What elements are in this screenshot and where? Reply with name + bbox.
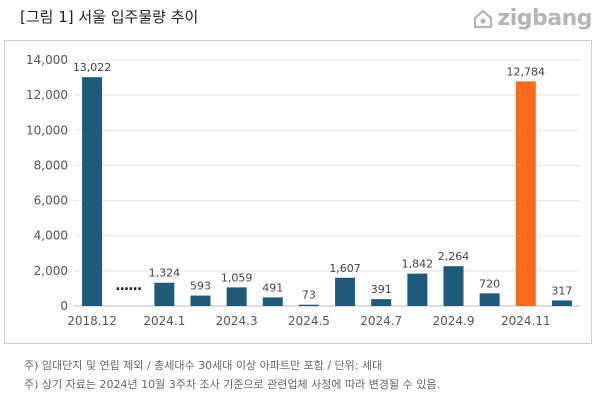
x-tick-label: 2024.9	[433, 314, 475, 328]
footnote-1: 주) 임대단지 및 연립 제외 / 총세대수 30세대 이상 아파트만 포함 /…	[24, 359, 383, 372]
page-title: [그림 1] 서울 입주물량 추이	[20, 8, 199, 26]
x-tick-label: 2024.5	[288, 314, 330, 328]
bar	[298, 304, 319, 306]
data-label: 1,842	[402, 258, 434, 271]
data-label: 593	[190, 280, 211, 293]
data-label: 391	[371, 283, 392, 296]
y-tick-label: 10,000	[26, 123, 68, 137]
data-label: 73	[302, 289, 316, 302]
data-label: 317	[551, 284, 572, 297]
data-label: 13,022	[73, 61, 112, 74]
logo: zigbang	[473, 6, 592, 31]
bar	[226, 287, 247, 306]
bar	[551, 300, 572, 306]
x-tick-label: 2024.3	[216, 314, 258, 328]
bar	[335, 277, 356, 306]
data-label: 1,607	[329, 262, 361, 275]
y-tick-label: 0	[60, 299, 68, 313]
x-tick-label: 2018.12	[67, 314, 117, 328]
bar	[515, 81, 536, 307]
data-label: 720	[479, 277, 500, 290]
bar	[371, 299, 392, 306]
y-axis-ticks: 0 2,000 4,000 6,000 8,000 10,000 12,000 14,000	[26, 53, 68, 313]
bar	[479, 293, 500, 306]
x-tick-label: 2024.11	[501, 314, 551, 328]
data-label: 491	[262, 281, 283, 294]
y-tick-label: 4,000	[34, 229, 68, 243]
y-tick-label: 6,000	[34, 194, 68, 208]
bar	[154, 282, 175, 306]
x-tick-label: 2024.1	[143, 314, 185, 328]
x-tick-label: 2024.7	[360, 314, 402, 328]
bar	[443, 266, 464, 306]
bar	[82, 77, 103, 306]
footnotes: 주) 임대단지 및 연립 제외 / 총세대수 30세대 이상 아파트만 포함 /…	[24, 356, 440, 394]
bar	[262, 297, 283, 306]
y-tick-label: 8,000	[34, 158, 68, 172]
footnote-2: 주) 상기 자료는 2024년 10월 3주차 조사 기준으로 관련업체 사정에…	[24, 378, 440, 391]
value-labels: 13,022...... 1,324 593 1,059 491 73 1,607 391 1,…	[73, 61, 573, 302]
bar	[407, 273, 428, 306]
bar-chart: 02,0004,0006,0008,00010,00012,00014,000 …	[26, 53, 580, 328]
data-label: 12,784	[507, 65, 546, 78]
data-label: 1,059	[221, 271, 253, 284]
logo-text: zigbang	[497, 6, 592, 31]
data-label: 2,264	[438, 250, 470, 263]
bars	[82, 77, 572, 307]
y-tick-label: 2,000	[34, 264, 68, 278]
zigbang-logo-icon	[474, 9, 493, 28]
bar	[190, 295, 211, 306]
gap-marker: ......	[115, 278, 141, 294]
y-tick-label: 12,000	[26, 88, 68, 102]
y-tick-label: 14,000	[26, 53, 68, 67]
x-axis-ticks: 2018.12 2024.1 2024.3 2024.5 2024.7 2024.9 202…	[67, 314, 550, 328]
data-label: 1,324	[149, 267, 181, 280]
